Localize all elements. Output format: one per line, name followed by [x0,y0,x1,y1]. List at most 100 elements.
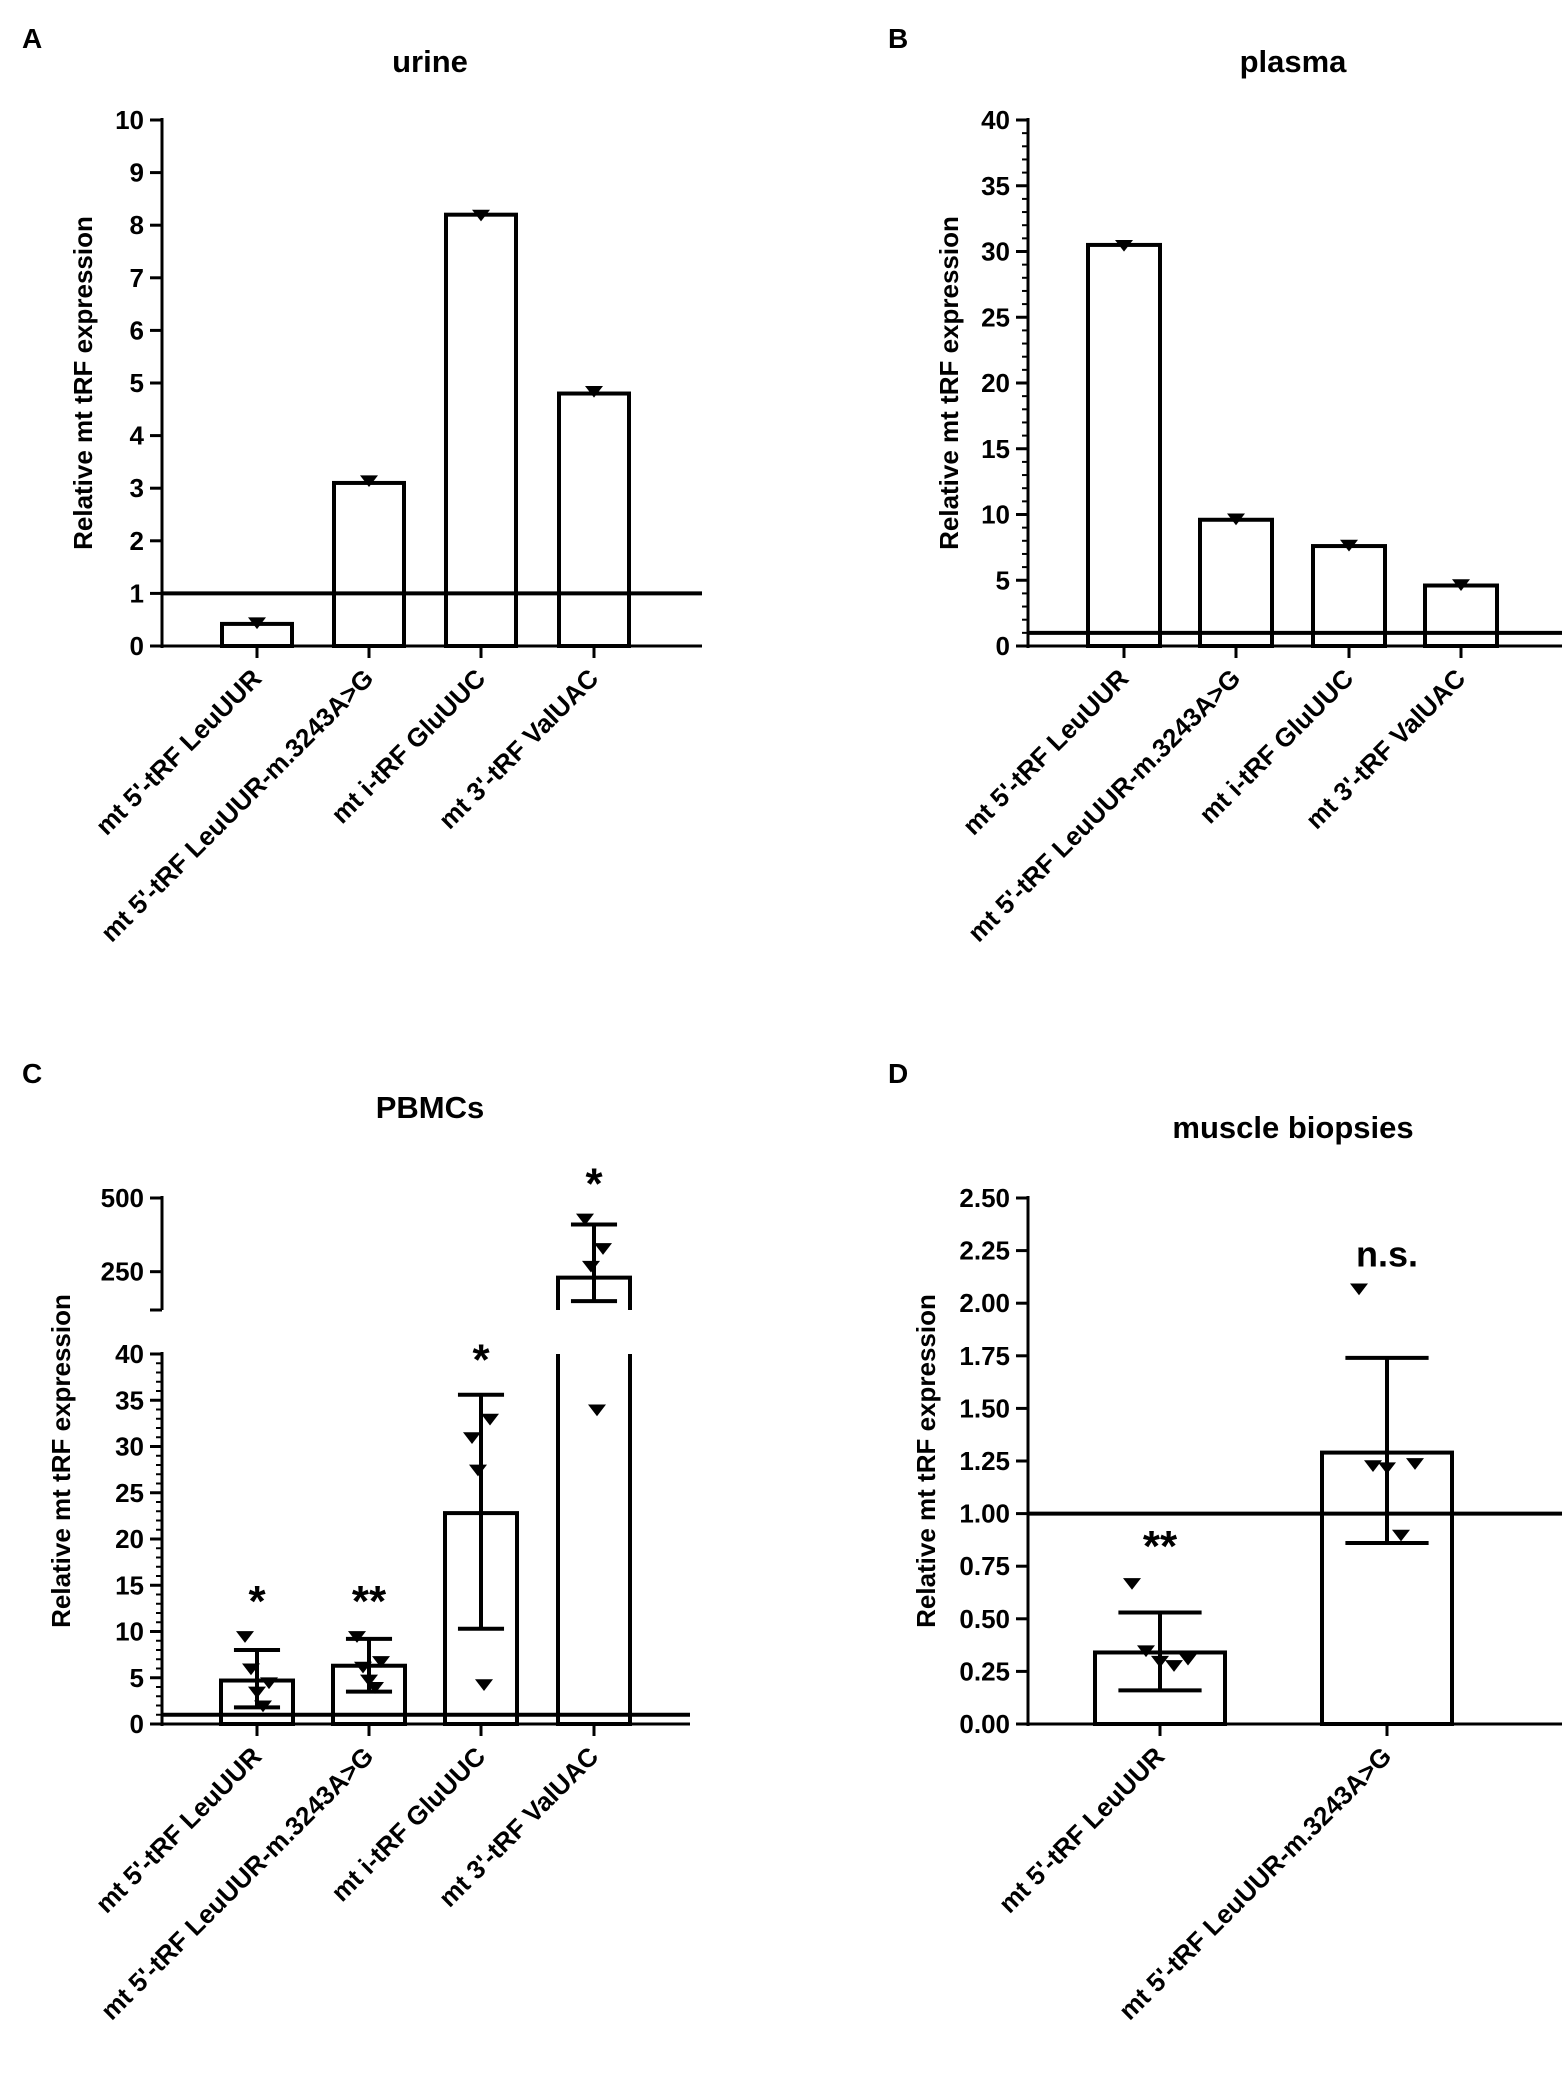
bar [1311,544,1387,648]
y-tick-label: 35 [981,171,1010,201]
data-point [248,617,266,630]
significance-label: n.s. [1356,1233,1418,1274]
bar [557,391,631,648]
data-point [1406,1458,1424,1470]
y-tick-label: 1.75 [959,1341,1010,1371]
data-point [576,1213,594,1226]
data-point [582,1260,600,1273]
y-tick-label: 20 [981,368,1010,398]
data-point [360,1674,378,1687]
data-point [1123,1578,1141,1590]
y-axis-label: Relative mt tRF expression [911,1294,941,1628]
y-tick-label: 5 [130,1663,144,1693]
y-tick-label: 0 [130,1709,144,1739]
y-tick-label: 0.50 [959,1604,1010,1634]
data-point [360,475,378,488]
y-tick-label: 15 [115,1570,144,1600]
chart-title: plasma [1240,44,1348,79]
panel-c-pbmcs: C PBMCs Relative mt tRF expression 0 5 10 15 20… [22,1058,690,2026]
x-tick-label: mt 5'-tRF LeuUUR-m.3243A>G [1113,1741,1398,2026]
y-axis-label: Relative mt tRF expression [934,216,964,550]
y-tick-label: 35 [115,1385,144,1415]
data-point [242,1663,260,1676]
bar [444,212,518,648]
data-point [1227,513,1245,526]
y-tick-label: 25 [981,302,1010,332]
data-point [1364,1460,1382,1472]
y-tick-label: 2.50 [959,1183,1010,1213]
y-tick-label: 10 [981,500,1010,530]
data-point [1165,1660,1183,1672]
bar [332,480,406,648]
data-point [481,1413,499,1426]
data-point [1340,539,1358,552]
significance-label: ** [352,1577,387,1626]
data-point [1350,1283,1368,1296]
data-point [1378,1462,1396,1475]
y-tick-label: 9 [130,158,144,188]
x-tick-label: mt 5'-tRF LeuUUR [992,1741,1170,1919]
chart-title: urine [392,44,468,79]
significance-label: ** [1143,1522,1178,1571]
y-tick-label: 0.25 [959,1656,1010,1686]
data-point [354,1661,372,1674]
data-point [588,1404,606,1417]
y-tick-label: 4 [130,421,145,451]
y-tick-label: 10 [115,105,144,135]
data-point [463,1432,481,1444]
y-tick-label: 15 [981,434,1010,464]
y-tick-label: 2.00 [959,1288,1010,1318]
y-tick-label: 1 [130,578,144,608]
panel-label: A [22,23,42,54]
panel-label: C [22,1058,42,1089]
y-tick-label: 7 [130,263,144,293]
bar [1086,242,1162,649]
chart-title: PBMCs [376,1090,485,1125]
data-point [585,385,603,398]
data-point [475,1679,493,1691]
y-tick-label: 2 [130,526,144,556]
data-point [1137,1645,1155,1658]
significance-label: * [472,1336,490,1385]
data-point [372,1656,390,1668]
y-tick-label: 6 [130,315,144,345]
panel-label: D [888,1058,908,1089]
chart-title: muscle biopsies [1172,1110,1413,1145]
y-tick-label: 0.75 [959,1551,1010,1581]
data-point [1452,579,1470,591]
data-point [366,1682,384,1694]
y-tick-label: 0 [996,631,1010,661]
y-tick-label: 500 [101,1183,144,1213]
y-tick-label: 10 [115,1617,144,1647]
data-point [1115,239,1133,252]
y-tick-label: 3 [130,473,144,503]
y-tick-label: 25 [115,1478,144,1508]
y-axis-label: Relative mt tRF expression [46,1294,76,1628]
data-point [594,1243,612,1255]
y-tick-label: 40 [981,105,1010,135]
y-tick-label: 5 [130,368,144,398]
data-point [469,1464,487,1477]
y-tick-label: 40 [115,1339,144,1369]
y-tick-label: 0 [130,631,144,661]
y-tick-label: 20 [115,1524,144,1554]
y-tick-label: 1.00 [959,1499,1010,1529]
data-point [348,1631,366,1643]
y-tick-label: 8 [130,210,144,240]
y-tick-label: 0.00 [959,1709,1010,1739]
data-point [1392,1529,1410,1542]
y-tick-label: 1.25 [959,1446,1010,1476]
bar [1423,583,1499,649]
significance-label: * [248,1577,266,1626]
data-point [248,1686,266,1699]
significance-label: * [585,1160,603,1209]
data-point [236,1631,254,1643]
y-tick-label: 30 [115,1432,144,1462]
panel-label: B [888,23,908,54]
y-tick-label: 2.25 [959,1236,1010,1266]
data-point [254,1700,272,1713]
data-point [472,209,490,222]
